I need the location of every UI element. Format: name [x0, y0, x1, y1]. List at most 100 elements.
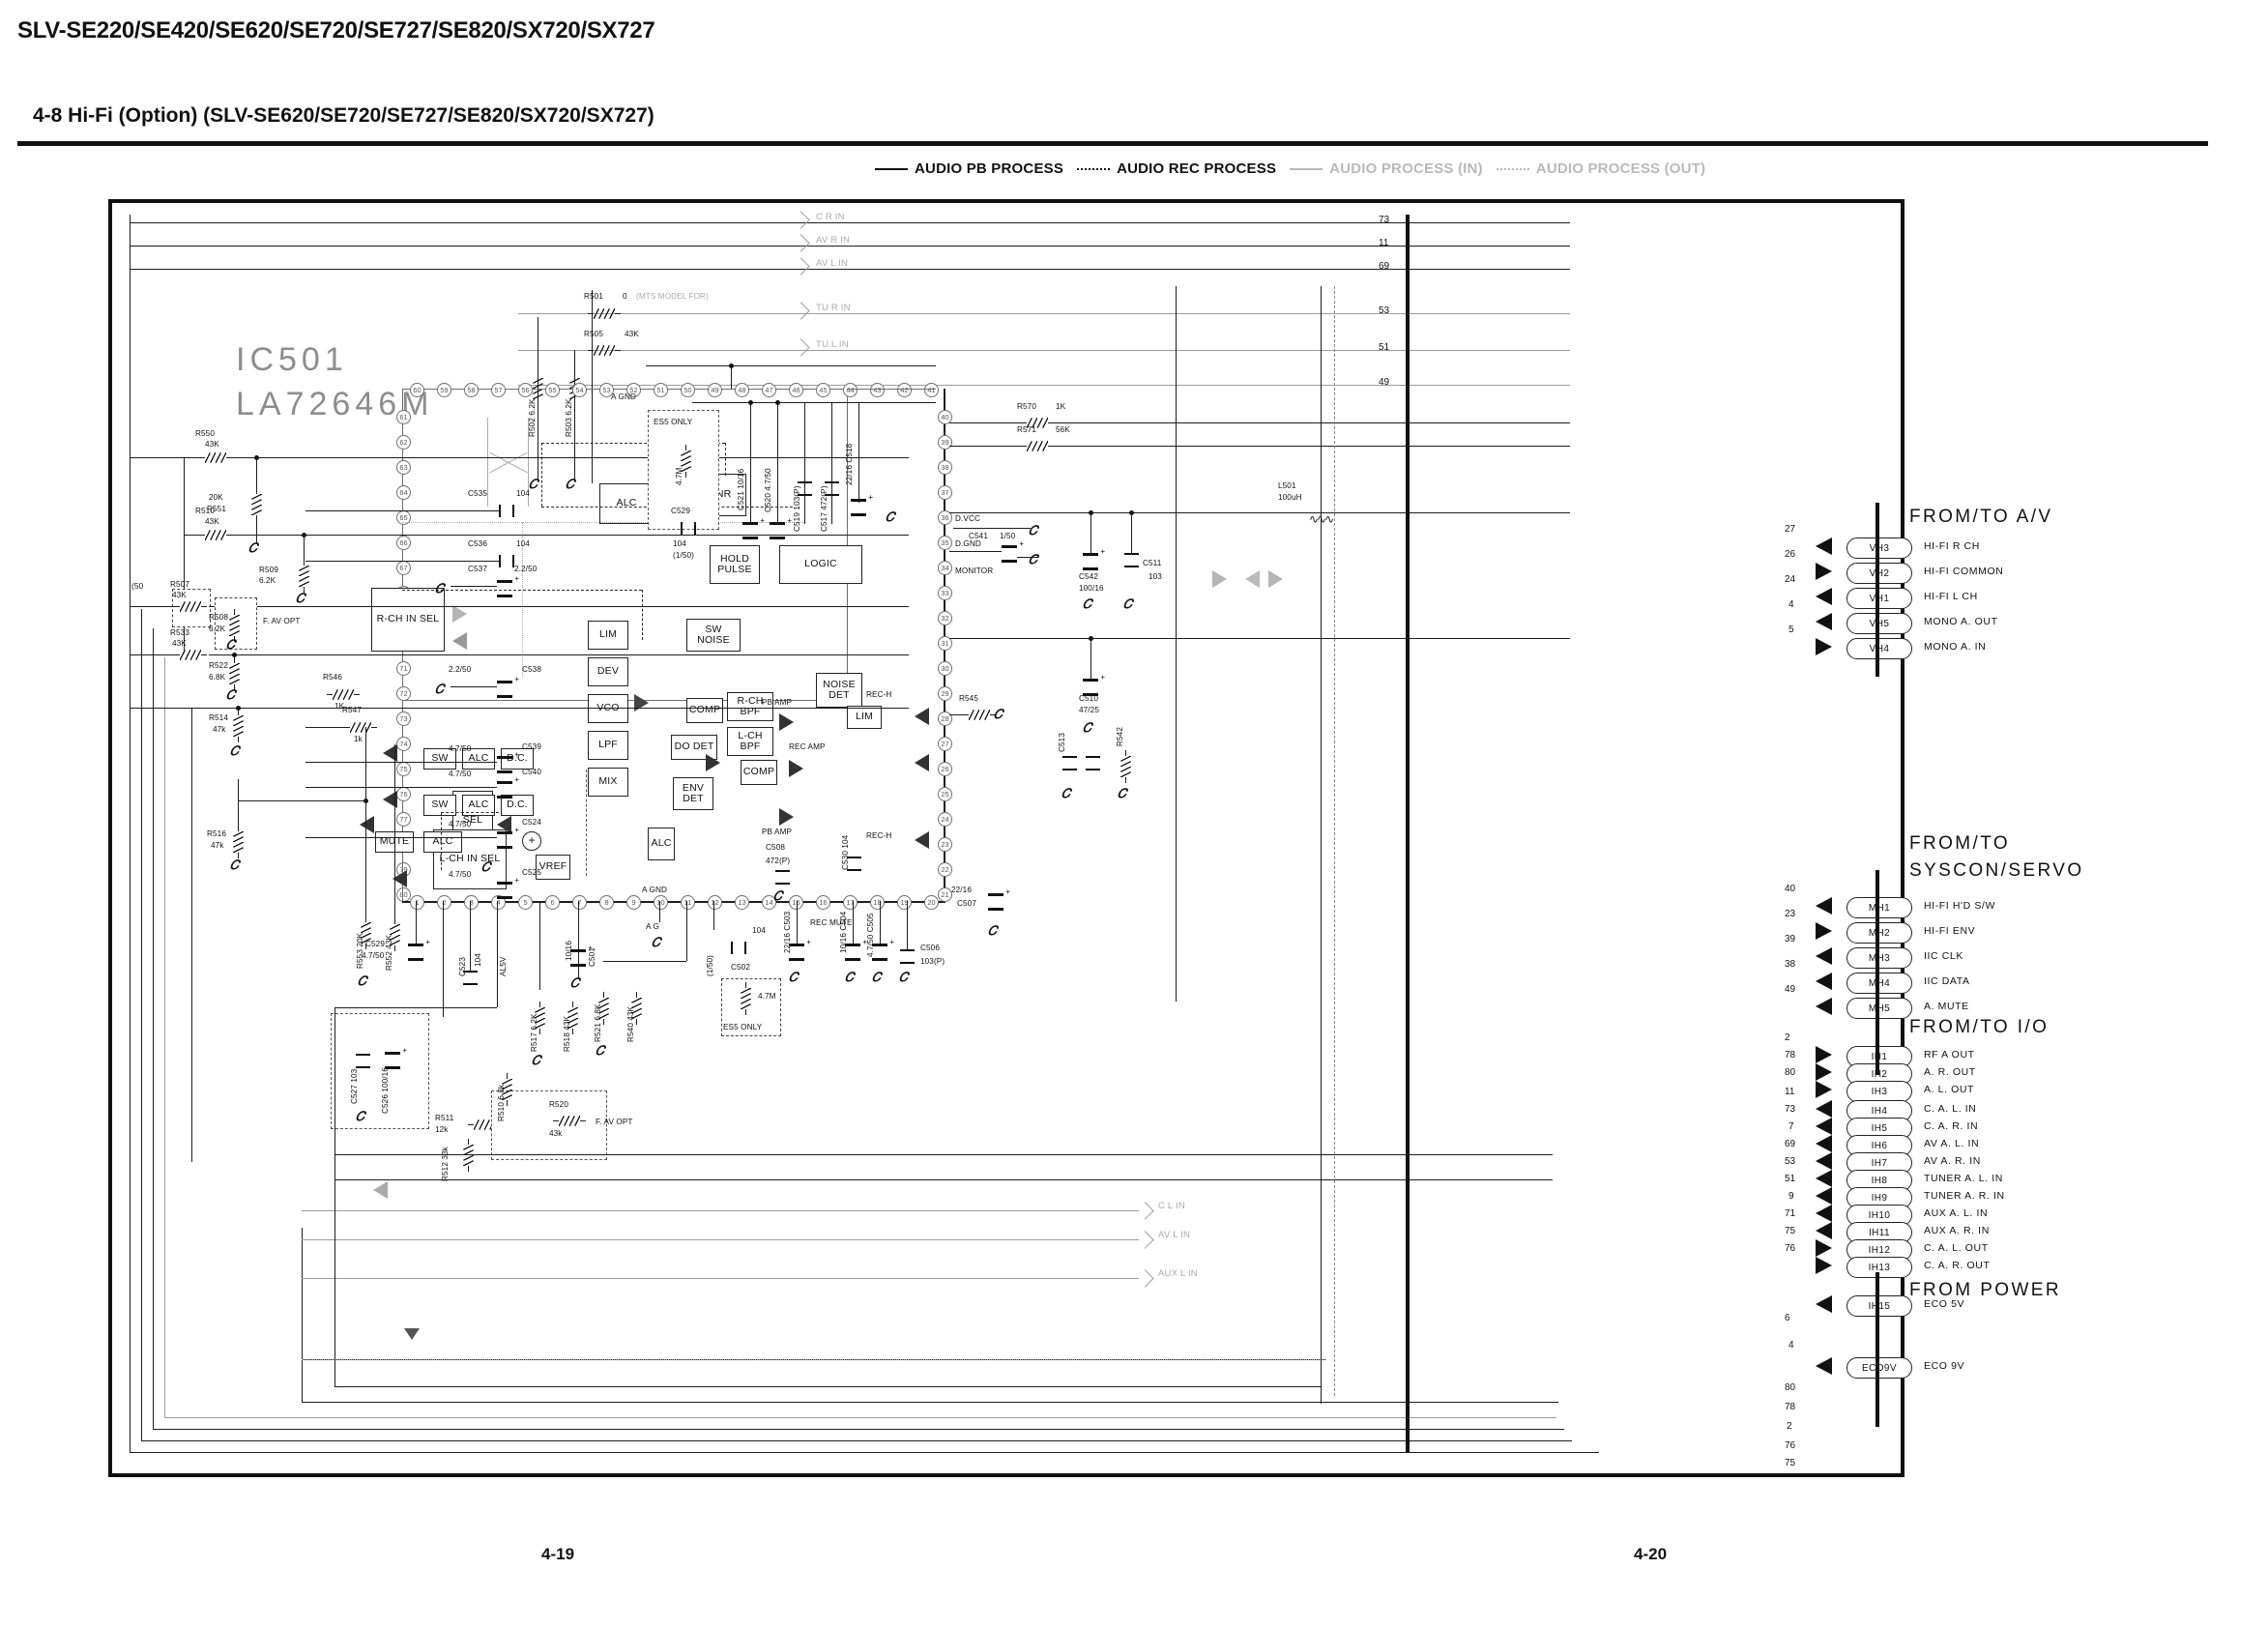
- edge-pin-number: 11: [1379, 238, 1389, 248]
- capacitor-C529-value: 4.7/50: [362, 951, 385, 960]
- connector-pill-mh5[interactable]: MH5: [1846, 998, 1912, 1019]
- ic-pin: 21: [938, 887, 952, 902]
- connector-pin-number: 80: [1785, 1067, 1796, 1078]
- connector-pill-vh5[interactable]: VH5: [1846, 613, 1912, 634]
- resistor-R552-label: R552 43K: [385, 934, 393, 971]
- capacitor-C525-ref: C525: [522, 868, 541, 877]
- signal-label-top-2: AV L IN: [816, 258, 849, 269]
- connector-ref: VH2: [1869, 567, 1890, 579]
- block-label: MIX: [598, 775, 618, 788]
- capacitor-C539: [497, 750, 519, 773]
- capacitor-C527-label: C527 103: [350, 1068, 359, 1104]
- connector-pill-mh1[interactable]: MH1: [1846, 897, 1912, 918]
- connector-pill-mh4[interactable]: MH4: [1846, 973, 1912, 994]
- resistor-R508-ref: R508: [209, 613, 228, 622]
- resistor-R516-ref: R516: [207, 829, 226, 838]
- capacitor-C536: [499, 555, 514, 567]
- arrow-in-icon: [1816, 947, 1832, 965]
- legend-item-audio-rec-process: AUDIO REC PROCESS: [1077, 160, 1276, 177]
- ground-symbol: 𝐶: [994, 707, 1003, 721]
- capacitor-C513: [1062, 756, 1077, 770]
- ic-pin-label-monitor: MONITOR: [955, 567, 994, 575]
- connector-pill-ih13[interactable]: IH13: [1846, 1257, 1912, 1278]
- ic-pin: 6: [545, 895, 560, 910]
- label-pb-amp: PB AMP: [762, 698, 793, 707]
- ic-pin: 64: [396, 485, 411, 500]
- ic-pin: 44: [843, 383, 858, 397]
- resistor-R533: [174, 650, 207, 660]
- connector-pin-number: 71: [1785, 1208, 1796, 1219]
- page-number-left: 4-19: [541, 1545, 575, 1563]
- connector-pill-ih3[interactable]: IH3: [1846, 1081, 1912, 1102]
- capacitor-C526: [385, 1046, 407, 1069]
- connector-pin-number: 5: [1788, 625, 1794, 635]
- connector-pin-number: 73: [1785, 1104, 1796, 1115]
- block-vco: VCO: [588, 694, 628, 723]
- resistor-R547: [344, 722, 377, 733]
- edge-pin-number: 76: [1785, 1440, 1796, 1451]
- connector-signal: AV A. L. IN: [1924, 1138, 1980, 1149]
- connector-signal: AUX A. R. IN: [1924, 1225, 1990, 1236]
- capacitor-C505: [872, 938, 894, 961]
- connector-signal: C. A. R. IN: [1924, 1120, 1979, 1132]
- resistor-R501-note: (MTS MODEL FOR): [636, 292, 709, 301]
- capacitor-C542-ref: C542: [1079, 572, 1098, 581]
- resistor-R517: [535, 1002, 545, 1034]
- block-label: DO DET: [674, 741, 714, 753]
- ic-pin: 63: [396, 460, 411, 475]
- connector-pill-ih15[interactable]: IH15: [1846, 1295, 1912, 1317]
- capacitor-C505-label: 4.7/50 C505: [866, 913, 875, 957]
- resistor-R505: [588, 345, 621, 356]
- ic-pin: 66: [396, 536, 411, 550]
- capacitor-C501-ref: C501: [588, 947, 596, 967]
- ground-symbol: 𝐶: [1029, 552, 1038, 567]
- resistor-R505-ref: R505: [584, 330, 603, 338]
- connector-pill-mh3[interactable]: MH3: [1846, 947, 1912, 969]
- connector-signal: HI-FI COMMON: [1924, 566, 2004, 577]
- connector-pill-mh2[interactable]: MH2: [1846, 922, 1912, 944]
- resistor-R547-value: 1k: [354, 735, 363, 743]
- connector-pill-vh1[interactable]: VH1: [1846, 588, 1912, 609]
- ground-symbol: 𝐶: [1061, 786, 1071, 800]
- note-f-av-opt-2: F. AV OPT: [596, 1118, 633, 1126]
- connector-pill-vh4[interactable]: VH4: [1846, 638, 1912, 659]
- note-4-7m-bottom: 4.7M: [758, 992, 776, 1001]
- ic-pin: 41: [924, 383, 939, 397]
- resistor-R571: [1021, 441, 1054, 451]
- resistor-R516: [233, 826, 244, 858]
- label-pb-amp-2: PB AMP: [762, 828, 793, 836]
- legend-label: AUDIO PROCESS (IN): [1329, 160, 1483, 177]
- resistor-R507-value: 43K: [172, 591, 187, 599]
- resistor-R570: [1021, 418, 1054, 428]
- connector-pill-vh3[interactable]: VH3: [1846, 537, 1912, 559]
- ic-pin: 34: [938, 561, 952, 575]
- ic-pin: 43: [870, 383, 885, 397]
- connector-pin-number: 7: [1788, 1121, 1794, 1132]
- resistor-R542: [1120, 750, 1131, 783]
- ic-pin: 25: [938, 787, 952, 801]
- label-rec-h-1: REC-H: [866, 690, 892, 699]
- connector-pin-number: 4: [1788, 1340, 1794, 1351]
- arrow-in-icon: [1816, 613, 1832, 630]
- pin-number-left: (50: [131, 582, 144, 591]
- capacitor-C522: [681, 522, 696, 535]
- ground-symbol: 𝐶: [532, 1053, 541, 1067]
- connector-signal: A. R. OUT: [1924, 1066, 1976, 1078]
- block-sw-2: SW: [423, 795, 456, 816]
- ic-pin: 31: [938, 636, 952, 651]
- connector-pill-eco9v[interactable]: ECO9V: [1846, 1357, 1912, 1379]
- ic-pin: 37: [938, 485, 952, 500]
- connector-pin-number: 9: [1788, 1191, 1794, 1202]
- block-sw-1: SW: [423, 748, 456, 770]
- connector-pill-vh2[interactable]: VH2: [1846, 563, 1912, 584]
- arrow-in-icon: [1816, 537, 1832, 555]
- ic-pin: 17: [843, 895, 858, 910]
- connector-group-title-power: FROM POWER: [1909, 1280, 2061, 1300]
- resistor-R522: [229, 657, 240, 690]
- capacitor-C540: [497, 775, 519, 799]
- capacitor-C508-value: 472(P): [766, 857, 791, 865]
- block-label: ENV DET: [682, 781, 705, 804]
- inductor-L501-value: 100uH: [1278, 493, 1302, 502]
- connector-ref: IH7: [1871, 1157, 1888, 1169]
- summing-node: +: [522, 831, 541, 851]
